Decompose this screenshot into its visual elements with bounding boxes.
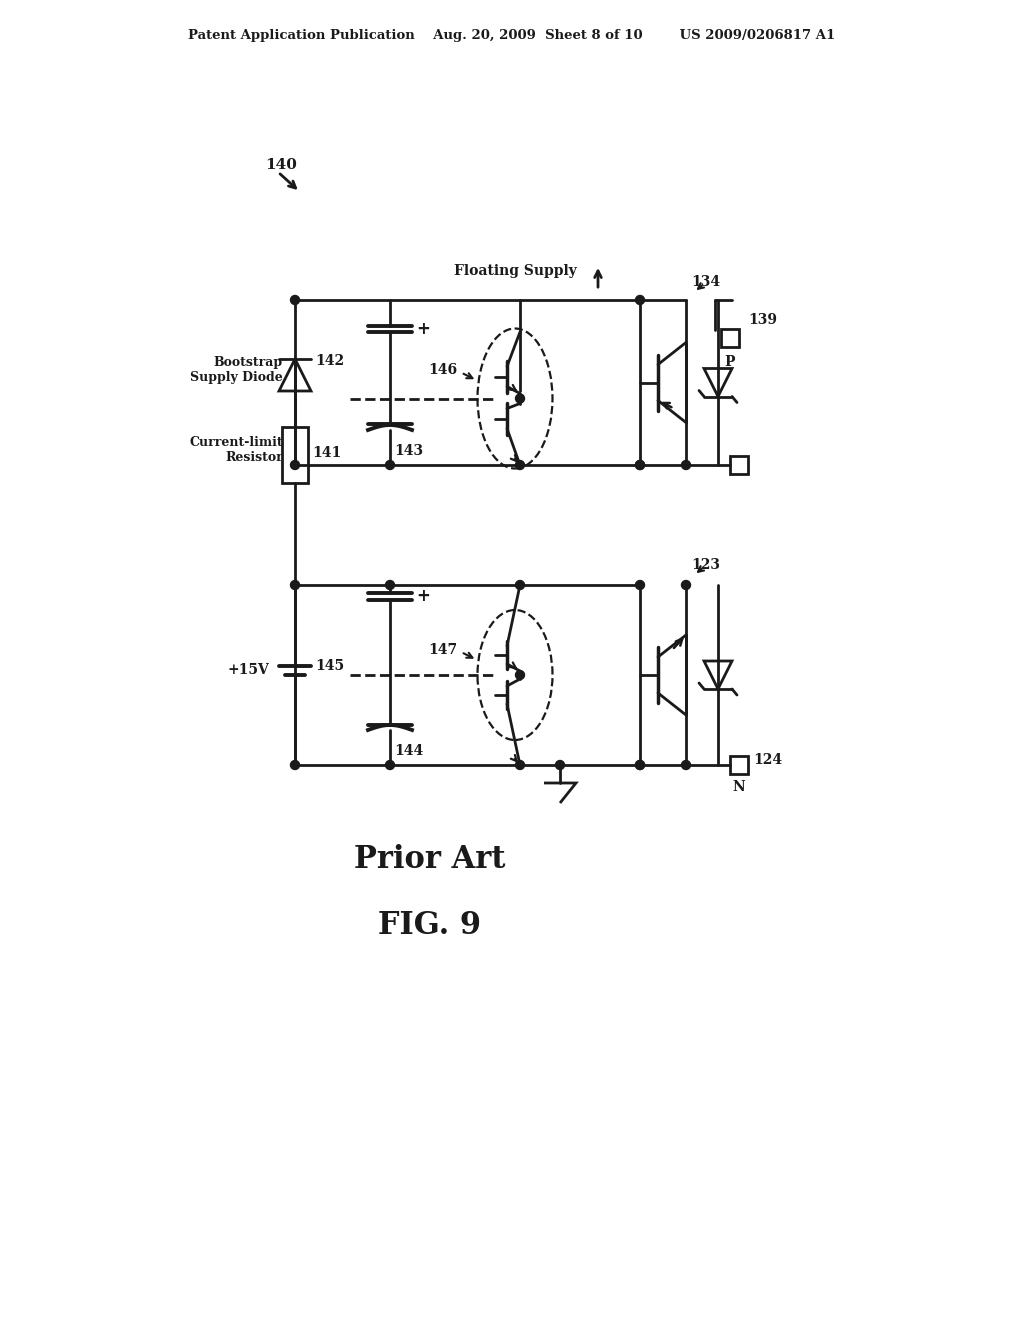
Circle shape — [682, 760, 690, 770]
Text: FIG. 9: FIG. 9 — [379, 909, 481, 940]
Text: 139: 139 — [748, 313, 777, 327]
Circle shape — [291, 760, 299, 770]
Circle shape — [291, 461, 299, 470]
Circle shape — [515, 461, 524, 470]
Bar — [730, 455, 748, 474]
Text: 124: 124 — [753, 752, 782, 767]
Circle shape — [682, 461, 690, 470]
Text: 145: 145 — [315, 659, 344, 673]
Text: P: P — [725, 355, 735, 370]
Circle shape — [555, 760, 564, 770]
Bar — [730, 756, 748, 774]
Circle shape — [291, 296, 299, 305]
Circle shape — [385, 581, 394, 590]
Text: 140: 140 — [265, 158, 297, 172]
Text: N: N — [732, 780, 745, 795]
Circle shape — [636, 296, 644, 305]
Circle shape — [515, 393, 524, 403]
Text: 123: 123 — [691, 558, 720, 572]
Circle shape — [636, 461, 644, 470]
Text: 147: 147 — [428, 643, 457, 657]
Text: Floating Supply: Floating Supply — [454, 264, 577, 279]
Text: 134: 134 — [691, 275, 720, 289]
Text: +: + — [416, 587, 430, 605]
Text: 142: 142 — [315, 354, 344, 368]
Text: +15V: +15V — [227, 664, 269, 677]
Text: 141: 141 — [312, 446, 341, 459]
Text: 146: 146 — [428, 363, 457, 378]
Circle shape — [385, 760, 394, 770]
Circle shape — [636, 760, 644, 770]
Circle shape — [515, 581, 524, 590]
Circle shape — [636, 760, 644, 770]
Circle shape — [291, 581, 299, 590]
Text: 144: 144 — [394, 744, 423, 758]
Text: +: + — [416, 319, 430, 338]
Text: 143: 143 — [394, 444, 423, 458]
Circle shape — [682, 581, 690, 590]
Text: Patent Application Publication    Aug. 20, 2009  Sheet 8 of 10        US 2009/02: Patent Application Publication Aug. 20, … — [188, 29, 836, 41]
Circle shape — [515, 760, 524, 770]
Circle shape — [385, 461, 394, 470]
Bar — [721, 329, 739, 347]
Circle shape — [515, 671, 524, 680]
Circle shape — [636, 581, 644, 590]
Circle shape — [636, 461, 644, 470]
Bar — [282, 426, 308, 483]
Text: Current-limit
Resistor: Current-limit Resistor — [189, 436, 283, 465]
Text: Bootstrap
Supply Diode: Bootstrap Supply Diode — [190, 356, 283, 384]
Text: Prior Art: Prior Art — [354, 845, 506, 875]
